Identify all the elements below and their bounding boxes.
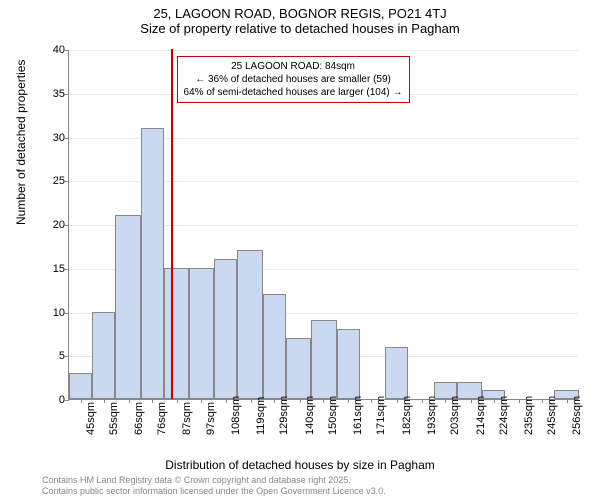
x-tick-label: 140sqm <box>304 396 316 435</box>
x-tick-mark <box>81 399 82 403</box>
x-tick-mark <box>323 399 324 403</box>
x-axis-label: Distribution of detached houses by size … <box>0 458 600 472</box>
reference-line <box>171 49 173 399</box>
y-tick-mark <box>65 225 69 226</box>
y-tick-label: 0 <box>41 394 65 406</box>
y-tick-mark <box>65 138 69 139</box>
x-tick-mark <box>471 399 472 403</box>
x-tick-label: 76sqm <box>156 402 168 435</box>
histogram-bar <box>164 268 189 399</box>
histogram-bar <box>337 329 360 399</box>
histogram-bar <box>141 128 164 399</box>
y-axis-label: Number of detached properties <box>14 60 28 225</box>
y-tick-label: 40 <box>41 44 65 56</box>
y-tick-mark <box>65 269 69 270</box>
x-tick-label: 203sqm <box>449 396 461 435</box>
x-tick-mark <box>201 399 202 403</box>
x-tick-mark <box>371 399 372 403</box>
x-tick-label: 245sqm <box>546 396 558 435</box>
x-tick-mark <box>251 399 252 403</box>
x-tick-mark <box>397 399 398 403</box>
y-tick-label: 25 <box>41 175 65 187</box>
x-tick-label: 55sqm <box>108 402 120 435</box>
x-tick-label: 66sqm <box>133 402 145 435</box>
histogram-bar <box>263 294 286 399</box>
y-tick-label: 10 <box>41 307 65 319</box>
x-tick-label: 87sqm <box>181 402 193 435</box>
annotation-line: ← 36% of detached houses are smaller (59… <box>184 73 403 86</box>
x-tick-mark <box>422 399 423 403</box>
y-tick-mark <box>65 94 69 95</box>
annotation-box: 25 LAGOON ROAD: 84sqm← 36% of detached h… <box>177 56 410 103</box>
histogram-bar <box>92 312 115 400</box>
x-tick-mark <box>274 399 275 403</box>
chart-title-main: 25, LAGOON ROAD, BOGNOR REGIS, PO21 4TJ <box>0 6 600 21</box>
y-tick-mark <box>65 50 69 51</box>
x-tick-mark <box>152 399 153 403</box>
histogram-bar <box>311 320 336 399</box>
x-tick-label: 224sqm <box>498 396 510 435</box>
y-tick-label: 35 <box>41 88 65 100</box>
x-tick-label: 150sqm <box>327 396 339 435</box>
x-tick-label: 129sqm <box>278 396 290 435</box>
y-tick-mark <box>65 356 69 357</box>
histogram-bar <box>385 347 408 400</box>
x-tick-mark <box>494 399 495 403</box>
x-tick-mark <box>519 399 520 403</box>
attribution-line1: Contains HM Land Registry data © Crown c… <box>42 475 386 486</box>
x-tick-label: 108sqm <box>230 396 242 435</box>
grid-line <box>69 50 578 51</box>
x-tick-label: 214sqm <box>475 396 487 435</box>
x-tick-label: 97sqm <box>205 402 217 435</box>
x-tick-label: 182sqm <box>401 396 413 435</box>
y-tick-label: 5 <box>41 350 65 362</box>
x-tick-label: 171sqm <box>375 396 387 435</box>
chart-title-sub: Size of property relative to detached ho… <box>0 21 600 36</box>
x-tick-label: 119sqm <box>255 397 267 435</box>
x-tick-mark <box>300 399 301 403</box>
x-tick-mark <box>542 399 543 403</box>
x-tick-label: 256sqm <box>571 396 583 435</box>
y-tick-mark <box>65 400 69 401</box>
attribution-line2: Contains public sector information licen… <box>42 486 386 497</box>
x-tick-mark <box>226 399 227 403</box>
attribution-text: Contains HM Land Registry data © Crown c… <box>42 475 386 497</box>
x-tick-label: 161sqm <box>352 396 364 435</box>
y-tick-mark <box>65 313 69 314</box>
y-tick-label: 20 <box>41 219 65 231</box>
annotation-line: 25 LAGOON ROAD: 84sqm <box>184 60 403 73</box>
histogram-bar <box>115 215 140 399</box>
x-tick-mark <box>348 399 349 403</box>
x-tick-mark <box>567 399 568 403</box>
y-tick-mark <box>65 181 69 182</box>
chart-plot-area: 051015202530354025 LAGOON ROAD: 84sqm← 3… <box>68 50 578 400</box>
x-tick-mark <box>177 399 178 403</box>
x-tick-mark <box>104 399 105 403</box>
y-tick-label: 15 <box>41 263 65 275</box>
x-tick-label: 235sqm <box>523 396 535 435</box>
y-tick-label: 30 <box>41 132 65 144</box>
histogram-bar <box>214 259 237 399</box>
histogram-bar <box>237 250 262 399</box>
annotation-line: 64% of semi-detached houses are larger (… <box>184 86 403 99</box>
histogram-bar <box>189 268 214 399</box>
histogram-bar <box>69 373 92 399</box>
x-tick-mark <box>129 399 130 403</box>
x-tick-mark <box>445 399 446 403</box>
x-tick-label: 45sqm <box>85 402 97 435</box>
histogram-bar <box>286 338 311 399</box>
x-tick-label: 193sqm <box>426 396 438 435</box>
